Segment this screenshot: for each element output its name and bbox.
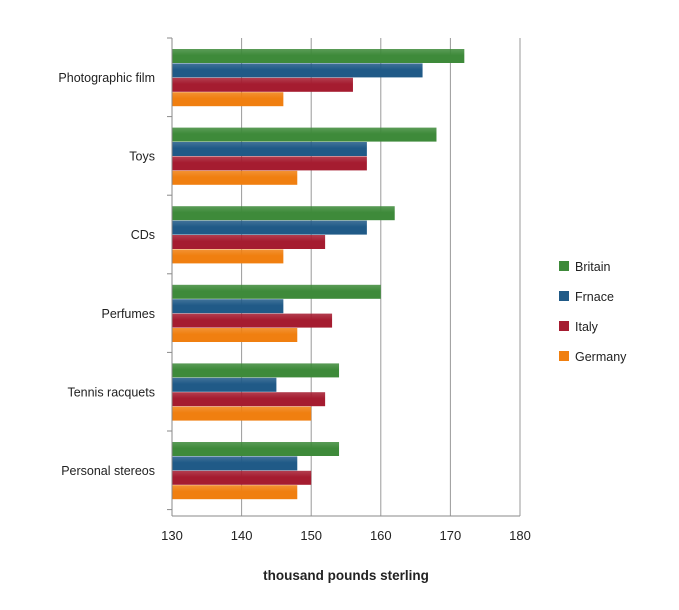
category-label: Photographic film: [58, 71, 155, 85]
bar-cds-frnace: [172, 220, 367, 235]
bar-personal-stereos-frnace: [172, 456, 298, 471]
legend-swatch-italy: [559, 321, 569, 331]
bar-perfumes-frnace: [172, 299, 284, 314]
bar-tennis-racquets-germany: [172, 406, 312, 421]
bar-tennis-racquets-britain: [172, 363, 340, 378]
category-label: CDs: [131, 228, 155, 242]
legend-label: Frnace: [575, 290, 614, 304]
gridlines: [241, 38, 521, 516]
legend-swatch-frnace: [559, 291, 569, 301]
x-tick-label: 160: [370, 528, 392, 543]
category-label: Perfumes: [102, 307, 156, 321]
bar-cds-britain: [172, 206, 395, 221]
x-tick-labels: 130 140 150 160 170 180: [161, 528, 531, 543]
x-tick-label: 150: [300, 528, 322, 543]
x-axis-title: thousand pounds sterling: [263, 568, 429, 583]
category-label: Tennis racquets: [67, 385, 155, 399]
legend: Britain Frnace Italy Germany: [559, 260, 627, 364]
bar-photographic-film-britain: [172, 49, 465, 63]
bar-cds-germany: [172, 249, 284, 264]
legend-swatch-britain: [559, 261, 569, 271]
x-tick-label: 180: [509, 528, 531, 543]
bar-toys-frnace: [172, 142, 367, 156]
x-tick-label: 130: [161, 528, 183, 543]
category-label: Toys: [129, 150, 155, 164]
bar-toys-germany: [172, 170, 298, 185]
bar-photographic-film-frnace: [172, 63, 423, 78]
bar-toys-britain: [172, 127, 437, 142]
legend-label: Britain: [575, 260, 610, 274]
bar-photographic-film-italy: [172, 77, 353, 92]
legend-swatch-germany: [559, 351, 569, 361]
x-tick-label: 140: [231, 528, 253, 543]
bar-tennis-racquets-italy: [172, 392, 326, 407]
bar-personal-stereos-britain: [172, 442, 340, 456]
axes: [167, 37, 520, 517]
legend-label: Germany: [575, 350, 627, 364]
bar-marks: [172, 49, 465, 500]
bar-personal-stereos-italy: [172, 470, 312, 485]
bar-perfumes-italy: [172, 313, 333, 328]
bar-cds-italy: [172, 235, 326, 249]
legend-label: Italy: [575, 320, 599, 334]
category-label: Personal stereos: [61, 464, 155, 478]
bar-perfumes-britain: [172, 284, 381, 299]
bar-photographic-film-germany: [172, 92, 284, 107]
bar-personal-stereos-germany: [172, 485, 298, 500]
x-tick-label: 170: [440, 528, 462, 543]
bar-perfumes-germany: [172, 328, 298, 342]
bar-tennis-racquets-frnace: [172, 377, 277, 392]
category-labels: Photographic film Toys CDs Perfumes Tennis r…: [58, 71, 155, 478]
bar-toys-italy: [172, 156, 367, 171]
